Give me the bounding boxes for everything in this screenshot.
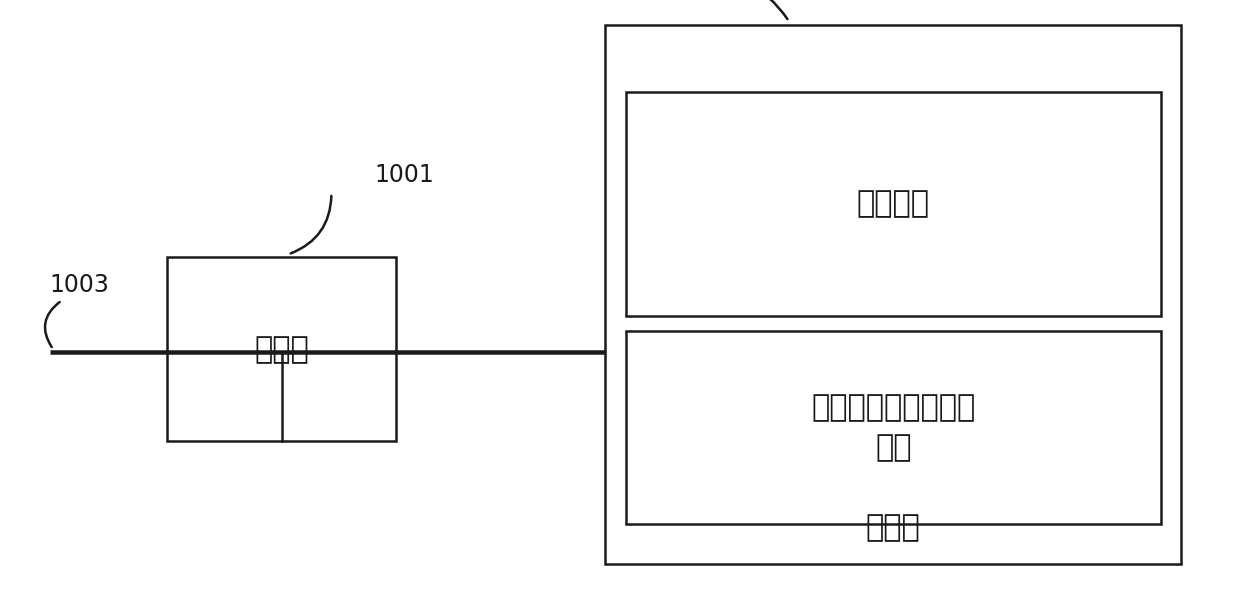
Text: 1001: 1001 bbox=[375, 162, 435, 187]
Text: 一拖多空调器的控制
程序: 一拖多空调器的控制 程序 bbox=[812, 393, 975, 462]
Bar bbox=[626, 331, 1161, 524]
Text: 处理器: 处理器 bbox=[254, 335, 310, 364]
Bar bbox=[605, 25, 1181, 564]
Text: 1003: 1003 bbox=[50, 273, 109, 297]
Text: 存储器: 存储器 bbox=[865, 512, 921, 542]
Text: 操作系统: 操作系统 bbox=[857, 189, 929, 218]
Bar bbox=[626, 92, 1161, 316]
Bar bbox=[167, 257, 396, 441]
